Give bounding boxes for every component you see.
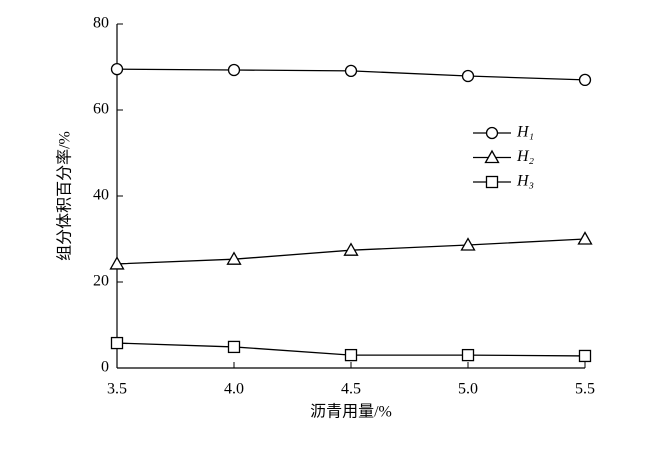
legend-label: H₂ — [516, 148, 535, 165]
data-point — [460, 237, 476, 251]
legend-marker — [485, 175, 499, 189]
data-point — [109, 256, 125, 270]
data-point — [110, 63, 124, 76]
data-point — [343, 242, 359, 256]
data-point — [461, 348, 475, 362]
data-point — [110, 336, 124, 350]
data-point — [344, 64, 358, 78]
data-point — [577, 231, 593, 245]
y-axis-label: 组分体积百分率/% — [56, 131, 74, 261]
x-tick-label: 5.0 — [458, 381, 478, 398]
data-point — [227, 340, 241, 354]
legend-label: H₁ — [516, 124, 534, 141]
legend-label: H₃ — [516, 173, 534, 190]
data-point — [227, 63, 241, 77]
data-point — [344, 348, 358, 362]
y-tick-label: 80 — [93, 15, 109, 32]
y-tick-label: 0 — [101, 359, 109, 376]
data-point — [578, 349, 592, 363]
x-axis-label: 沥青用量/% — [310, 403, 392, 421]
data-point — [226, 251, 242, 265]
y-tick-label: 20 — [93, 273, 109, 290]
x-tick-label: 4.0 — [224, 381, 244, 398]
x-tick-label: 5.5 — [575, 381, 595, 398]
y-tick-label: 40 — [93, 187, 109, 204]
legend-marker — [485, 126, 499, 140]
data-point — [461, 69, 475, 83]
data-point — [578, 73, 592, 87]
y-tick-label: 60 — [93, 101, 109, 118]
x-tick-label: 4.5 — [341, 381, 361, 398]
x-tick-label: 3.5 — [107, 381, 127, 398]
legend-marker — [484, 149, 500, 164]
